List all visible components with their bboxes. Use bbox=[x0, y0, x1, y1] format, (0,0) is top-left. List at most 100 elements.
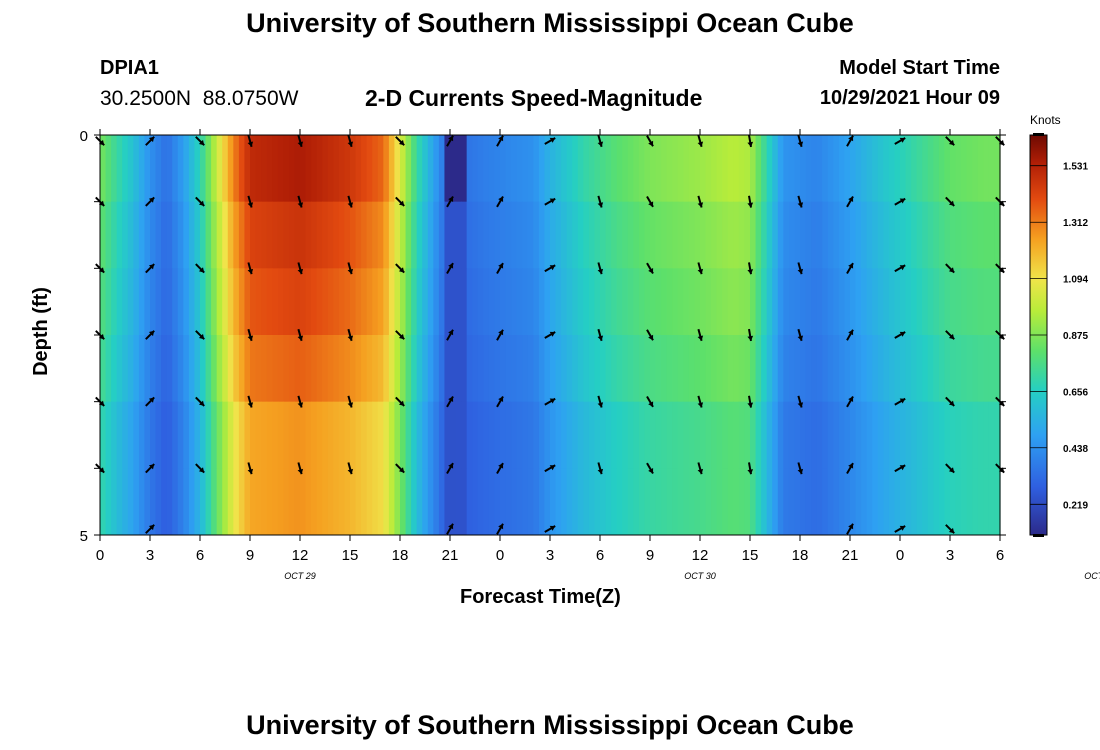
heatmap-cell bbox=[655, 135, 662, 203]
heatmap-cell bbox=[161, 401, 168, 469]
heatmap-cell bbox=[850, 268, 857, 336]
heatmap-cell bbox=[666, 135, 673, 203]
heatmap-cell bbox=[905, 135, 912, 203]
heatmap-cell bbox=[811, 401, 818, 469]
heatmap-cell bbox=[544, 468, 551, 536]
current-arrows bbox=[95, 134, 1005, 535]
heatmap-cell bbox=[272, 335, 279, 403]
heatmap-cell bbox=[938, 335, 946, 403]
heatmap-cell bbox=[916, 135, 923, 203]
heatmap-cell bbox=[355, 335, 362, 403]
heatmap-cell bbox=[950, 468, 957, 536]
heatmap-cell bbox=[988, 401, 996, 469]
current-arrow-head bbox=[549, 137, 556, 143]
heatmap-cell bbox=[616, 201, 623, 269]
heatmap-cell bbox=[944, 401, 951, 469]
heatmap-cell bbox=[144, 201, 151, 269]
current-arrow-head bbox=[797, 202, 804, 208]
heatmap-cell bbox=[694, 135, 701, 203]
heatmap-cell bbox=[550, 201, 557, 269]
heatmap-cell bbox=[594, 468, 601, 536]
colorbar-tick-label: 0.656 bbox=[1063, 388, 1088, 399]
heatmap-cell bbox=[855, 135, 862, 203]
heatmap-cell bbox=[900, 135, 907, 203]
x-tick-label: 0 bbox=[96, 547, 104, 564]
heatmap-cell bbox=[922, 135, 929, 203]
heatmap-cell bbox=[677, 468, 684, 536]
current-arrow-head bbox=[848, 396, 854, 402]
heatmap-cell bbox=[172, 468, 179, 536]
heatmap-cell bbox=[205, 135, 212, 203]
heatmap-cell bbox=[955, 201, 962, 269]
current-arrow-head bbox=[899, 525, 906, 531]
heatmap-cell bbox=[377, 468, 384, 536]
heatmap-cell bbox=[294, 401, 301, 469]
heatmap-cell bbox=[483, 401, 490, 469]
heatmap-cell bbox=[294, 135, 301, 203]
heatmap-cell bbox=[805, 135, 812, 203]
heatmap-cell bbox=[894, 335, 901, 403]
heatmap-cell bbox=[394, 135, 401, 203]
heatmap-cell bbox=[166, 268, 173, 336]
heatmap-cell bbox=[933, 268, 940, 336]
heatmap-cell bbox=[111, 468, 118, 536]
heatmap-cell bbox=[433, 335, 440, 403]
heatmap-cell bbox=[316, 468, 323, 536]
heatmap-cell bbox=[483, 135, 490, 203]
heatmap-cell bbox=[894, 268, 901, 336]
heatmap-cell bbox=[850, 201, 857, 269]
x-tick-label: 18 bbox=[392, 547, 409, 564]
heatmap-cell bbox=[250, 335, 257, 403]
heatmap-cell bbox=[744, 268, 751, 336]
current-arrow-head bbox=[549, 398, 556, 404]
current-arrow-head bbox=[899, 198, 906, 204]
heatmap-cell bbox=[944, 201, 951, 269]
heatmap-cell bbox=[822, 468, 829, 536]
heatmap-cell bbox=[911, 201, 918, 269]
heatmap-cell bbox=[916, 335, 923, 403]
current-arrow-head bbox=[148, 197, 155, 203]
current-arrow-head bbox=[198, 267, 205, 273]
heatmap-cell bbox=[111, 135, 118, 203]
heatmap-cell bbox=[511, 268, 518, 336]
current-arrow-head bbox=[797, 468, 804, 475]
heatmap-cell bbox=[438, 268, 446, 336]
heatmap-cell bbox=[661, 468, 668, 536]
heatmap-cell bbox=[655, 468, 662, 536]
heatmap-cell bbox=[116, 201, 123, 269]
heatmap-cell bbox=[750, 468, 757, 536]
heatmap-cell bbox=[622, 468, 629, 536]
heatmap-cell bbox=[183, 335, 190, 403]
heatmap-cell bbox=[877, 268, 884, 336]
heatmap-cell bbox=[366, 401, 373, 469]
current-arrow-head bbox=[597, 141, 604, 147]
current-arrow-head bbox=[247, 202, 254, 208]
heatmap-cell bbox=[927, 401, 934, 469]
x-tick-label: 15 bbox=[342, 547, 359, 564]
heatmap-cell bbox=[177, 401, 184, 469]
heatmap-cell bbox=[811, 268, 818, 336]
heatmap-cell bbox=[505, 335, 512, 403]
heatmap-cell bbox=[416, 135, 423, 203]
heatmap-cell bbox=[372, 401, 379, 469]
heatmap-cell bbox=[194, 335, 201, 403]
heatmap-cell bbox=[333, 468, 340, 536]
current-arrow-head bbox=[297, 468, 304, 475]
current-arrow-head bbox=[899, 331, 906, 337]
heatmap-cell bbox=[694, 335, 701, 403]
heatmap-cell bbox=[972, 468, 979, 536]
heatmap-cell bbox=[205, 201, 212, 269]
heatmap-cell bbox=[633, 135, 640, 203]
heatmap-cell bbox=[127, 468, 134, 536]
current-arrow-head bbox=[448, 523, 454, 530]
current-arrow-head bbox=[498, 196, 504, 202]
heatmap-cell bbox=[694, 401, 701, 469]
heatmap-cell bbox=[872, 201, 879, 269]
heatmap-cells bbox=[100, 135, 1001, 536]
heatmap-cell bbox=[361, 201, 368, 269]
heatmap-cell bbox=[877, 335, 884, 403]
heatmap-cell bbox=[250, 135, 257, 203]
heatmap-cell bbox=[150, 335, 157, 403]
current-arrow-head bbox=[448, 396, 454, 402]
heatmap-cell bbox=[950, 135, 957, 203]
